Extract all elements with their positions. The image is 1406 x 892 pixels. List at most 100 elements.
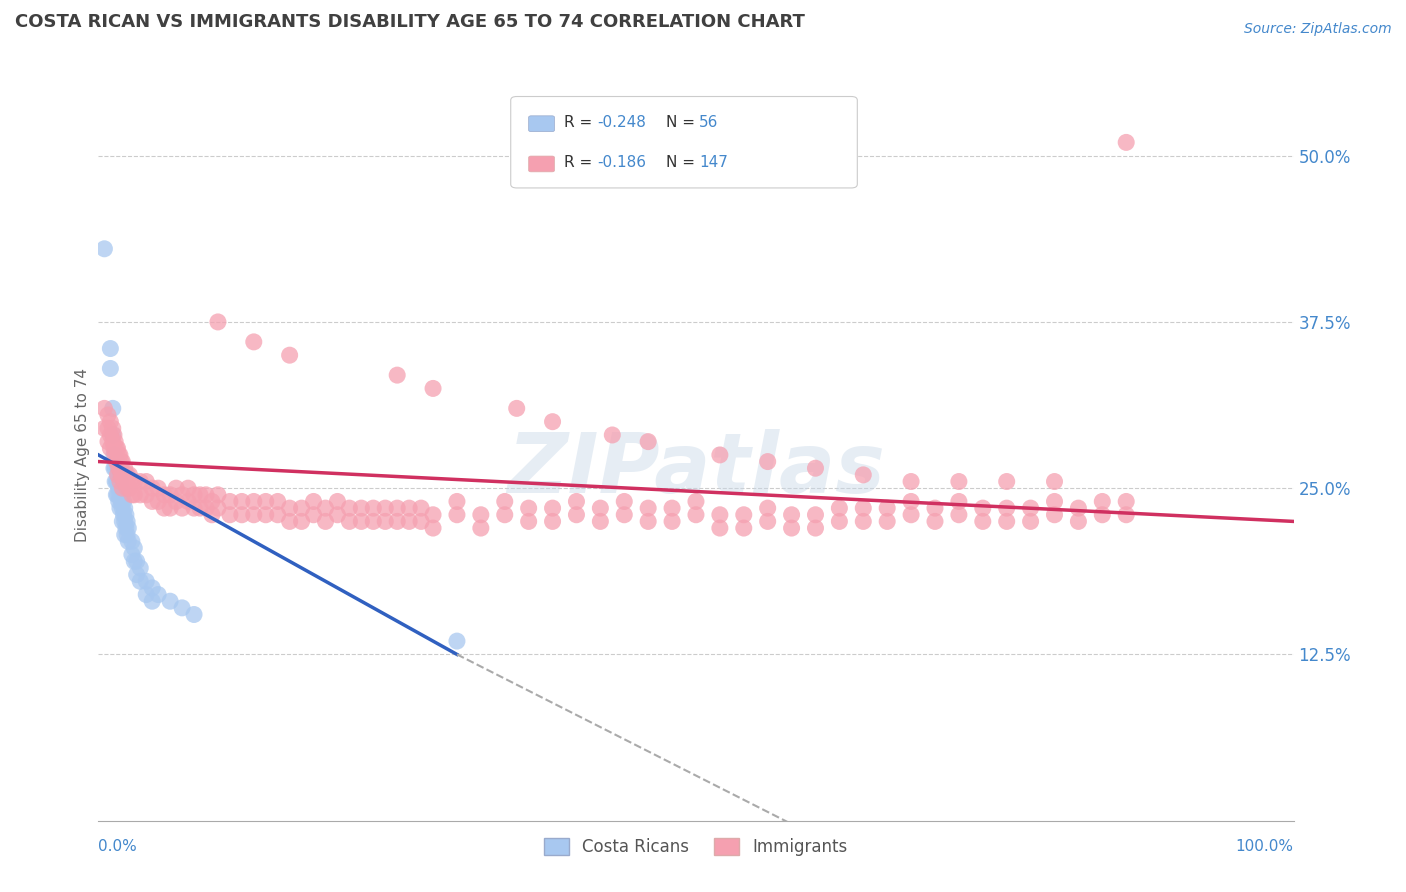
Point	[411, 515, 433, 529]
Point	[121, 475, 143, 489]
Point	[125, 554, 148, 568]
Point	[995, 475, 1018, 489]
Point	[195, 501, 218, 516]
Point	[177, 494, 200, 508]
FancyBboxPatch shape	[529, 156, 554, 172]
Point	[101, 434, 124, 449]
Point	[613, 508, 636, 522]
Point	[107, 488, 129, 502]
Point	[291, 501, 314, 516]
Point	[201, 494, 224, 508]
Point	[98, 361, 122, 376]
Point	[159, 488, 181, 502]
Point	[541, 515, 564, 529]
Point	[165, 494, 187, 508]
Point	[254, 494, 277, 508]
Point	[183, 488, 205, 502]
Point	[852, 467, 875, 482]
Point	[188, 488, 211, 502]
Text: COSTA RICAN VS IMMIGRANTS DISABILITY AGE 65 TO 74 CORRELATION CHART: COSTA RICAN VS IMMIGRANTS DISABILITY AGE…	[15, 12, 804, 30]
Point	[804, 521, 827, 535]
Point	[105, 454, 128, 468]
Point	[172, 488, 194, 502]
Point	[374, 501, 396, 516]
Text: -0.248: -0.248	[598, 114, 647, 129]
Point	[709, 508, 731, 522]
Point	[101, 421, 124, 435]
Point	[494, 494, 516, 508]
Point	[733, 508, 755, 522]
Point	[219, 508, 242, 522]
Point	[188, 501, 211, 516]
Point	[302, 508, 325, 522]
Point	[422, 508, 444, 522]
Point	[685, 494, 707, 508]
Point	[446, 634, 468, 648]
Point	[107, 494, 129, 508]
Point	[363, 515, 385, 529]
Point	[589, 515, 612, 529]
Point	[661, 515, 683, 529]
Point	[1091, 508, 1114, 522]
Text: R =: R =	[564, 155, 598, 169]
Point	[1067, 515, 1090, 529]
Point	[105, 475, 128, 489]
Point	[104, 434, 127, 449]
Text: N =: N =	[665, 114, 700, 129]
Point	[278, 515, 301, 529]
Point	[118, 481, 141, 495]
Point	[110, 494, 132, 508]
Point	[98, 415, 122, 429]
Point	[98, 342, 122, 356]
Point	[422, 381, 444, 395]
Point	[107, 461, 129, 475]
Point	[148, 481, 170, 495]
Point	[159, 594, 181, 608]
Point	[1115, 136, 1137, 150]
Point	[398, 501, 420, 516]
Point	[114, 515, 136, 529]
Point	[446, 508, 468, 522]
Point	[117, 521, 139, 535]
Point	[115, 508, 138, 522]
Point	[159, 501, 181, 516]
Point	[165, 481, 187, 495]
Point	[422, 521, 444, 535]
Point	[804, 508, 827, 522]
Point	[374, 515, 396, 529]
Point	[101, 401, 124, 416]
Point	[243, 494, 266, 508]
Point	[183, 501, 205, 516]
Point	[111, 488, 134, 502]
Point	[852, 515, 875, 529]
Point	[517, 501, 540, 516]
Point	[108, 488, 131, 502]
Point	[121, 488, 143, 502]
Point	[93, 421, 115, 435]
Point	[363, 501, 385, 516]
Point	[112, 494, 135, 508]
Point	[129, 574, 152, 589]
Point	[148, 588, 170, 602]
Text: -0.186: -0.186	[598, 155, 647, 169]
Point	[107, 467, 129, 482]
Point	[101, 428, 124, 442]
Point	[103, 461, 125, 475]
Point	[135, 574, 157, 589]
Point	[93, 242, 115, 256]
Point	[107, 481, 129, 495]
Point	[121, 534, 143, 549]
Text: 56: 56	[699, 114, 718, 129]
Point	[1043, 475, 1066, 489]
Point	[948, 475, 970, 489]
Point	[105, 488, 128, 502]
Point	[948, 508, 970, 522]
Point	[339, 515, 361, 529]
FancyBboxPatch shape	[510, 96, 858, 188]
Point	[124, 554, 146, 568]
Point	[315, 501, 337, 516]
Point	[709, 448, 731, 462]
Point	[231, 494, 253, 508]
Point	[124, 541, 146, 555]
Point	[207, 501, 229, 516]
